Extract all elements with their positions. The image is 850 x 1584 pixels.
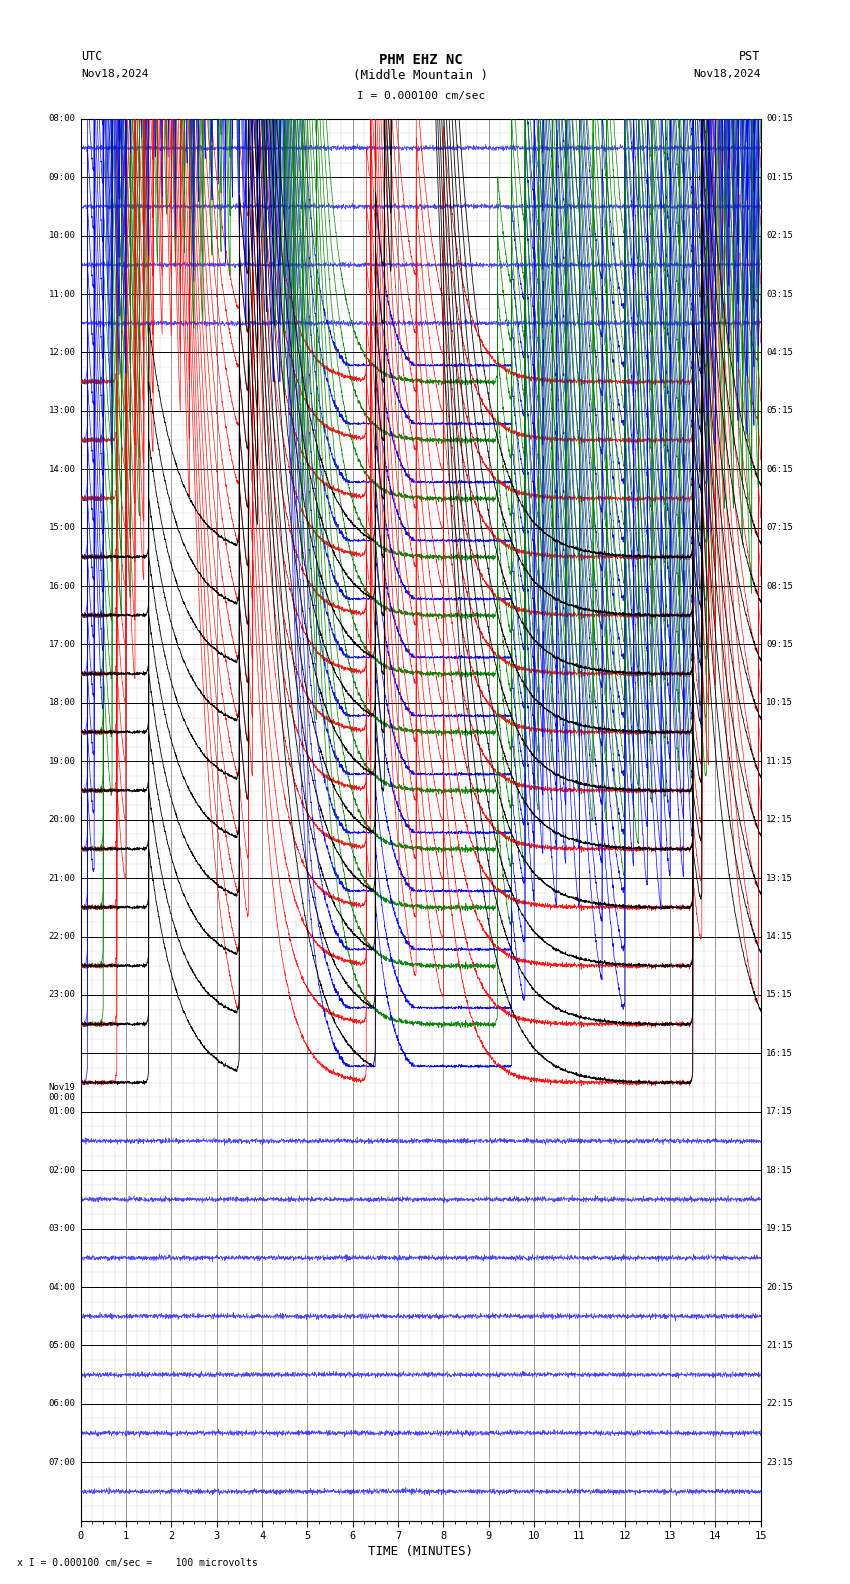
Text: (Middle Mountain ): (Middle Mountain ) bbox=[354, 70, 488, 82]
Text: 04:00: 04:00 bbox=[48, 1283, 76, 1291]
Text: 17:00: 17:00 bbox=[48, 640, 76, 649]
Text: 02:15: 02:15 bbox=[766, 231, 793, 241]
Text: 17:15: 17:15 bbox=[766, 1107, 793, 1117]
Text: 18:15: 18:15 bbox=[766, 1166, 793, 1175]
Text: 02:00: 02:00 bbox=[48, 1166, 76, 1175]
Text: 12:00: 12:00 bbox=[48, 348, 76, 356]
Text: 03:00: 03:00 bbox=[48, 1224, 76, 1232]
Text: 21:15: 21:15 bbox=[766, 1342, 793, 1350]
Text: 20:15: 20:15 bbox=[766, 1283, 793, 1291]
Text: 01:15: 01:15 bbox=[766, 173, 793, 182]
Text: Nov18,2024: Nov18,2024 bbox=[81, 70, 148, 79]
Text: 09:15: 09:15 bbox=[766, 640, 793, 649]
Text: 13:15: 13:15 bbox=[766, 874, 793, 882]
Text: 10:00: 10:00 bbox=[48, 231, 76, 241]
Text: 08:00: 08:00 bbox=[48, 114, 76, 124]
Text: 14:00: 14:00 bbox=[48, 464, 76, 474]
Text: 14:15: 14:15 bbox=[766, 931, 793, 941]
Text: 07:00: 07:00 bbox=[48, 1457, 76, 1467]
Text: 12:15: 12:15 bbox=[766, 816, 793, 824]
Text: 20:00: 20:00 bbox=[48, 816, 76, 824]
Text: 23:15: 23:15 bbox=[766, 1457, 793, 1467]
Text: 08:15: 08:15 bbox=[766, 581, 793, 591]
Text: 11:00: 11:00 bbox=[48, 290, 76, 298]
Text: 04:15: 04:15 bbox=[766, 348, 793, 356]
Text: 22:15: 22:15 bbox=[766, 1399, 793, 1408]
X-axis label: TIME (MINUTES): TIME (MINUTES) bbox=[368, 1546, 473, 1559]
Text: 10:15: 10:15 bbox=[766, 699, 793, 708]
Text: 03:15: 03:15 bbox=[766, 290, 793, 298]
Text: 06:00: 06:00 bbox=[48, 1399, 76, 1408]
Text: 00:00: 00:00 bbox=[48, 1082, 76, 1102]
Text: 23:00: 23:00 bbox=[48, 990, 76, 1000]
Text: Nov19: Nov19 bbox=[48, 1082, 76, 1091]
Text: 11:15: 11:15 bbox=[766, 757, 793, 765]
Text: 18:00: 18:00 bbox=[48, 699, 76, 708]
Text: Nov18,2024: Nov18,2024 bbox=[694, 70, 761, 79]
Text: 15:15: 15:15 bbox=[766, 990, 793, 1000]
Text: PST: PST bbox=[740, 51, 761, 63]
Text: 21:00: 21:00 bbox=[48, 874, 76, 882]
Text: 19:00: 19:00 bbox=[48, 757, 76, 765]
Text: 15:00: 15:00 bbox=[48, 523, 76, 532]
Text: 06:15: 06:15 bbox=[766, 464, 793, 474]
Text: 09:00: 09:00 bbox=[48, 173, 76, 182]
Text: 19:15: 19:15 bbox=[766, 1224, 793, 1232]
Text: 07:15: 07:15 bbox=[766, 523, 793, 532]
Text: x I = 0.000100 cm/sec =    100 microvolts: x I = 0.000100 cm/sec = 100 microvolts bbox=[17, 1559, 258, 1568]
Text: 22:00: 22:00 bbox=[48, 931, 76, 941]
Text: 05:00: 05:00 bbox=[48, 1342, 76, 1350]
Text: 00:15: 00:15 bbox=[766, 114, 793, 124]
Text: 13:00: 13:00 bbox=[48, 407, 76, 415]
Text: 05:15: 05:15 bbox=[766, 407, 793, 415]
Text: 16:00: 16:00 bbox=[48, 581, 76, 591]
Text: I = 0.000100 cm/sec: I = 0.000100 cm/sec bbox=[357, 92, 484, 101]
Text: PHM EHZ NC: PHM EHZ NC bbox=[379, 52, 462, 67]
Text: 16:15: 16:15 bbox=[766, 1049, 793, 1058]
Text: 01:00: 01:00 bbox=[48, 1107, 76, 1117]
Text: UTC: UTC bbox=[81, 51, 102, 63]
